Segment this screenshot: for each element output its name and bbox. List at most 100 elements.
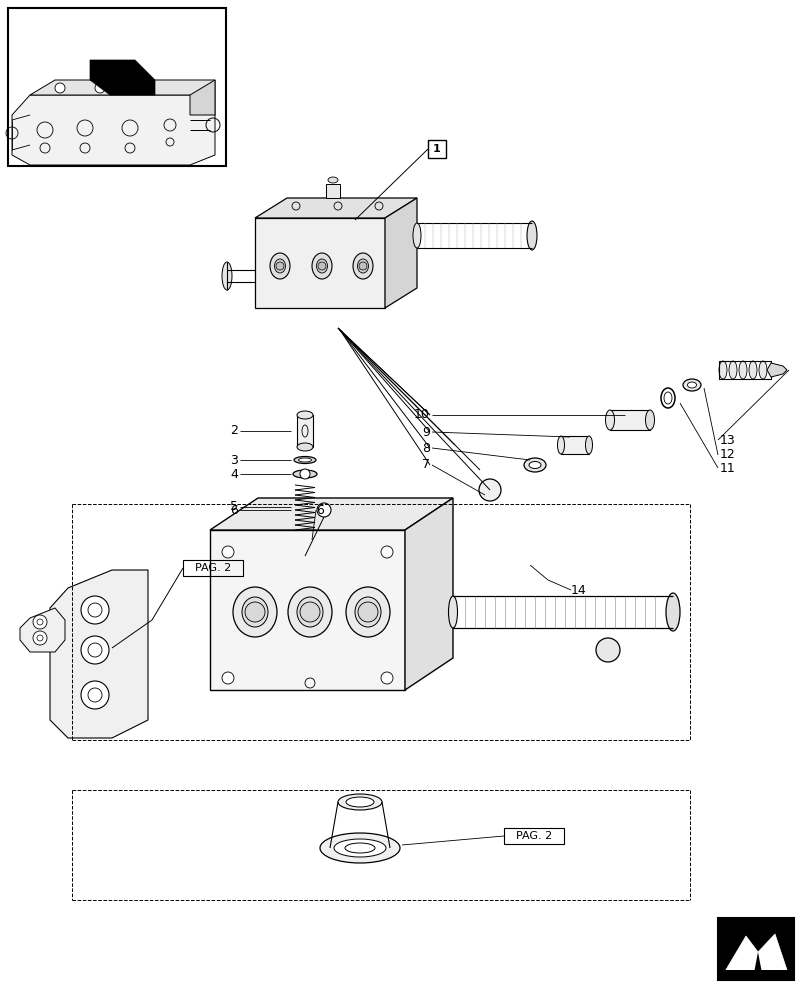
Ellipse shape: [448, 596, 457, 628]
Polygon shape: [90, 60, 155, 95]
Text: 5: 5: [230, 500, 238, 514]
Ellipse shape: [748, 361, 756, 379]
Text: 14: 14: [570, 584, 586, 596]
Ellipse shape: [270, 253, 290, 279]
Ellipse shape: [345, 797, 374, 807]
Ellipse shape: [316, 259, 327, 273]
Ellipse shape: [585, 436, 592, 454]
Circle shape: [316, 503, 331, 517]
Polygon shape: [255, 218, 384, 308]
Bar: [504, 828, 564, 844]
Ellipse shape: [758, 361, 766, 379]
Circle shape: [33, 615, 47, 629]
Circle shape: [221, 672, 234, 684]
Bar: [8, 8, 225, 166]
Text: 10: 10: [414, 408, 430, 422]
Text: PAG. 2: PAG. 2: [195, 563, 231, 573]
Circle shape: [139, 83, 150, 93]
Circle shape: [595, 638, 620, 662]
Ellipse shape: [328, 177, 337, 183]
Ellipse shape: [718, 361, 726, 379]
Circle shape: [81, 596, 109, 624]
Bar: [718, 919, 792, 979]
Text: 9: 9: [422, 426, 430, 438]
Polygon shape: [50, 570, 148, 738]
Bar: [718, 361, 770, 379]
Ellipse shape: [320, 833, 400, 863]
Polygon shape: [384, 198, 417, 308]
Ellipse shape: [738, 361, 746, 379]
Circle shape: [299, 602, 320, 622]
Ellipse shape: [645, 410, 654, 430]
Text: 4: 4: [230, 468, 238, 481]
Polygon shape: [255, 198, 417, 218]
Ellipse shape: [528, 462, 540, 468]
Bar: [427, 140, 445, 158]
Polygon shape: [12, 95, 215, 165]
Circle shape: [221, 546, 234, 558]
Bar: [325, 184, 340, 198]
Text: 7: 7: [422, 458, 430, 472]
Circle shape: [245, 602, 264, 622]
Ellipse shape: [413, 223, 420, 248]
Ellipse shape: [311, 253, 332, 279]
Polygon shape: [210, 498, 453, 530]
Circle shape: [33, 631, 47, 645]
Circle shape: [81, 636, 109, 664]
Ellipse shape: [687, 382, 696, 388]
Bar: [560, 436, 588, 454]
Circle shape: [81, 681, 109, 709]
Ellipse shape: [294, 456, 315, 464]
Ellipse shape: [297, 597, 323, 627]
Ellipse shape: [354, 597, 380, 627]
Polygon shape: [766, 363, 786, 377]
Ellipse shape: [293, 470, 316, 478]
Ellipse shape: [288, 587, 332, 637]
Ellipse shape: [274, 259, 285, 273]
Text: 12: 12: [719, 448, 735, 462]
Polygon shape: [405, 498, 453, 690]
Bar: [182, 560, 242, 576]
Text: 11: 11: [719, 462, 735, 475]
Ellipse shape: [297, 411, 312, 419]
Ellipse shape: [298, 458, 311, 462]
Circle shape: [95, 83, 105, 93]
Ellipse shape: [728, 361, 736, 379]
Circle shape: [380, 672, 393, 684]
Circle shape: [55, 83, 65, 93]
Ellipse shape: [357, 259, 368, 273]
Ellipse shape: [605, 410, 614, 430]
Ellipse shape: [345, 587, 389, 637]
Bar: [717, 918, 793, 980]
Circle shape: [358, 262, 367, 270]
Text: 1: 1: [432, 144, 440, 154]
Polygon shape: [20, 608, 65, 652]
Polygon shape: [723, 934, 787, 973]
Polygon shape: [30, 80, 215, 115]
Circle shape: [276, 262, 284, 270]
Bar: [718, 970, 792, 979]
Ellipse shape: [221, 262, 232, 290]
Bar: [297, 415, 312, 447]
Ellipse shape: [526, 221, 536, 250]
Polygon shape: [210, 530, 405, 690]
Ellipse shape: [242, 597, 268, 627]
Text: 13: 13: [719, 434, 735, 446]
Text: 8: 8: [422, 442, 430, 454]
Bar: [298, 542, 311, 556]
Ellipse shape: [337, 794, 381, 810]
Ellipse shape: [294, 535, 315, 545]
Ellipse shape: [298, 553, 311, 559]
Ellipse shape: [353, 253, 372, 279]
Bar: [609, 410, 649, 430]
Text: 2: 2: [230, 424, 238, 438]
Ellipse shape: [233, 587, 277, 637]
Text: PAG. 2: PAG. 2: [515, 831, 551, 841]
Text: 6: 6: [230, 504, 238, 516]
Circle shape: [318, 262, 325, 270]
Ellipse shape: [557, 436, 564, 454]
Circle shape: [358, 602, 378, 622]
Ellipse shape: [682, 379, 700, 391]
Ellipse shape: [297, 443, 312, 451]
Circle shape: [299, 469, 310, 479]
